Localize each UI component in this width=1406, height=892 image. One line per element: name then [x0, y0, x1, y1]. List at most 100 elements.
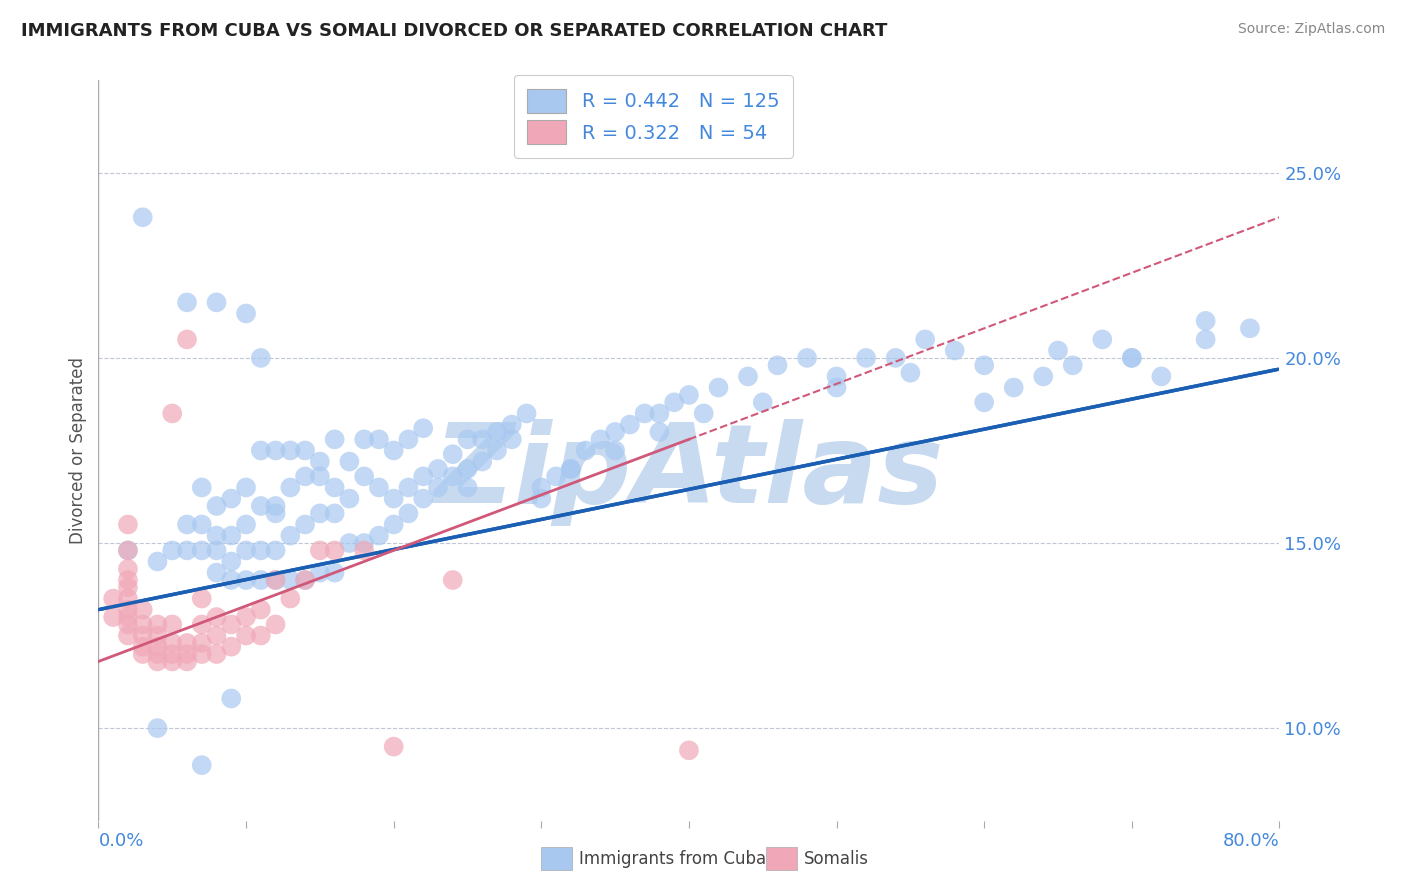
Point: [221, 491, 243, 506]
Point: [221, 528, 243, 542]
Point: [323, 566, 346, 580]
Point: [501, 433, 523, 447]
Point: [132, 628, 155, 642]
Point: [205, 528, 228, 542]
Point: [146, 555, 169, 569]
Point: [221, 555, 243, 569]
Point: [441, 447, 464, 461]
Point: [132, 211, 155, 225]
Point: [146, 617, 169, 632]
Point: [132, 617, 155, 632]
Point: [205, 610, 228, 624]
Point: [1195, 332, 1218, 346]
Point: [648, 407, 671, 421]
Point: [516, 407, 538, 421]
Point: [457, 480, 479, 494]
Point: [664, 395, 686, 409]
Point: [280, 573, 302, 587]
Point: [103, 610, 125, 624]
Point: [146, 628, 169, 642]
Point: [973, 395, 995, 409]
Point: [486, 425, 509, 439]
Point: [250, 499, 273, 513]
Point: [457, 462, 479, 476]
Point: [162, 617, 183, 632]
Point: [1121, 351, 1143, 365]
Point: [678, 388, 700, 402]
Point: [205, 295, 228, 310]
Point: [117, 543, 139, 558]
Point: [339, 491, 361, 506]
Text: IMMIGRANTS FROM CUBA VS SOMALI DIVORCED OR SEPARATED CORRELATION CHART: IMMIGRANTS FROM CUBA VS SOMALI DIVORCED …: [21, 22, 887, 40]
Point: [1121, 351, 1143, 365]
Point: [382, 443, 405, 458]
Point: [382, 517, 405, 532]
Legend: R = 0.442   N = 125, R = 0.322   N = 54: R = 0.442 N = 125, R = 0.322 N = 54: [513, 75, 793, 158]
Point: [382, 491, 405, 506]
Text: Source: ZipAtlas.com: Source: ZipAtlas.com: [1237, 22, 1385, 37]
Point: [619, 417, 641, 432]
Point: [191, 758, 214, 772]
Point: [486, 443, 509, 458]
Y-axis label: Divorced or Separated: Divorced or Separated: [69, 357, 87, 544]
Point: [546, 469, 568, 483]
Point: [589, 433, 612, 447]
Point: [707, 380, 730, 394]
Point: [693, 407, 716, 421]
Point: [205, 647, 228, 661]
Point: [368, 528, 391, 542]
Point: [973, 359, 995, 373]
Point: [294, 573, 316, 587]
Point: [825, 380, 848, 394]
Point: [457, 433, 479, 447]
Text: 80.0%: 80.0%: [1223, 831, 1279, 850]
Point: [943, 343, 966, 358]
Point: [368, 480, 391, 494]
Point: [205, 543, 228, 558]
Point: [162, 636, 183, 650]
Point: [117, 517, 139, 532]
Point: [530, 491, 553, 506]
Point: [176, 517, 198, 532]
Point: [309, 507, 332, 521]
Point: [117, 628, 139, 642]
Point: [825, 369, 848, 384]
Point: [575, 443, 598, 458]
Point: [146, 655, 169, 669]
Point: [117, 617, 139, 632]
Point: [191, 517, 214, 532]
Point: [294, 517, 316, 532]
Point: [221, 691, 243, 706]
Point: [1002, 380, 1025, 394]
Point: [1195, 314, 1218, 328]
Point: [1150, 369, 1173, 384]
Point: [132, 640, 155, 654]
Point: [235, 610, 257, 624]
Point: [323, 507, 346, 521]
Point: [221, 573, 243, 587]
Point: [323, 543, 346, 558]
Point: [1239, 321, 1261, 335]
Point: [339, 536, 361, 550]
Point: [176, 332, 198, 346]
Point: [117, 591, 139, 606]
Point: [132, 602, 155, 616]
Point: [117, 602, 139, 616]
Point: [471, 454, 494, 468]
Point: [176, 647, 198, 661]
Point: [1032, 369, 1054, 384]
Point: [382, 739, 405, 754]
Point: [441, 469, 464, 483]
Point: [235, 628, 257, 642]
Point: [737, 369, 759, 384]
Point: [117, 543, 139, 558]
Point: [280, 591, 302, 606]
Point: [264, 499, 287, 513]
Point: [294, 573, 316, 587]
Point: [323, 433, 346, 447]
Point: [309, 566, 332, 580]
Point: [796, 351, 818, 365]
Point: [441, 573, 464, 587]
Point: [353, 469, 375, 483]
Point: [117, 562, 139, 576]
